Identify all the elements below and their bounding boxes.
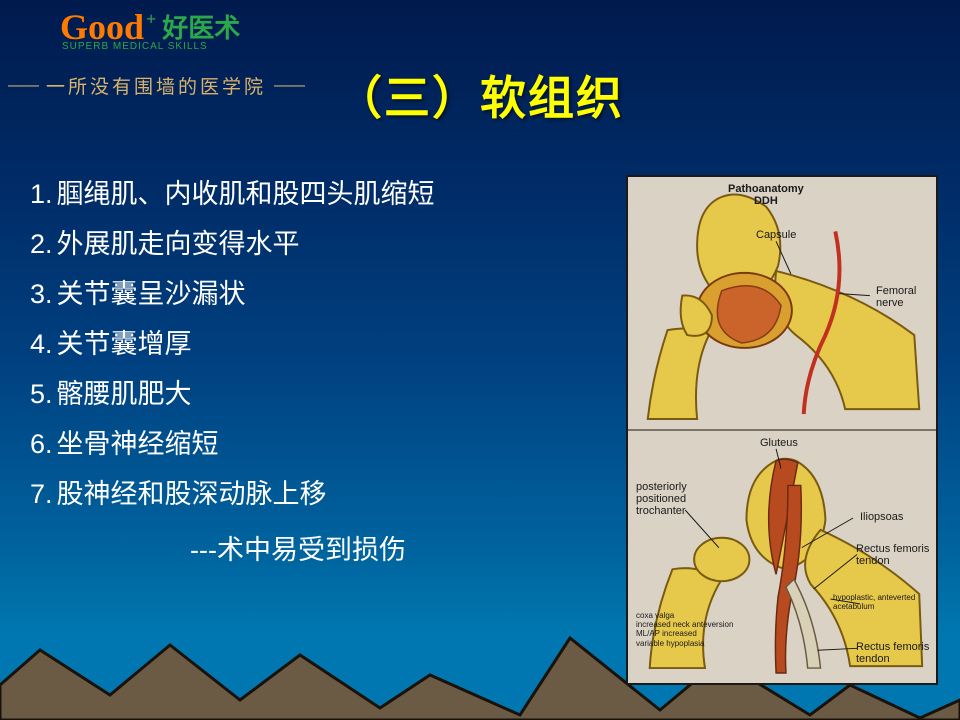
label-femoral-nerve: Femoral nerve bbox=[876, 285, 916, 309]
label-rectus-femoris-2: Rectus femoris tendon bbox=[856, 641, 929, 665]
list-item: 4.关节囊增厚 bbox=[30, 320, 435, 370]
figure-title: Pathoanatomy DDH bbox=[728, 183, 804, 207]
label-acetabulum: hypoplastic, anteverted acetabulum bbox=[833, 593, 915, 611]
label-notes: coxa valga increased neck anteversion ML… bbox=[636, 611, 733, 648]
label-capsule: Capsule bbox=[756, 229, 796, 241]
figure-panel-bottom: Gluteus posteriorly positioned trochante… bbox=[628, 431, 936, 683]
brand-logo: Good+ 好医术 SUPERB MEDICAL SKILLS bbox=[60, 8, 240, 52]
list-item: 1.腘绳肌、内收肌和股四头肌缩短 bbox=[30, 170, 435, 220]
list-item: 5.髂腰肌肥大 bbox=[30, 370, 435, 420]
content-list: 1.腘绳肌、内收肌和股四头肌缩短 2.外展肌走向变得水平 3.关节囊呈沙漏状 4… bbox=[30, 170, 435, 576]
label-trochanter: posteriorly positioned trochanter bbox=[636, 481, 687, 517]
logo-text-cn: 好医术 bbox=[162, 8, 240, 45]
figure-panel-top: Pathoanatomy DDH Capsule Femoral nerve bbox=[628, 177, 936, 431]
list-item: 6.坐骨神经缩短 bbox=[30, 420, 435, 470]
footnote: ---术中易受到损伤 bbox=[190, 526, 435, 576]
logo-text-en: Good+ bbox=[60, 9, 154, 45]
label-iliopsoas: Iliopsoas bbox=[860, 511, 903, 523]
label-rectus-femoris-1: Rectus femoris tendon bbox=[856, 543, 929, 567]
anatomy-figure: Pathoanatomy DDH Capsule Femoral nerve G… bbox=[626, 175, 938, 685]
slide-title: （三）软组织 bbox=[0, 62, 960, 128]
label-gluteus: Gluteus bbox=[760, 437, 798, 449]
list-item: 2.外展肌走向变得水平 bbox=[30, 220, 435, 270]
list-item: 7.股神经和股深动脉上移 bbox=[30, 470, 435, 520]
list-item: 3.关节囊呈沙漏状 bbox=[30, 270, 435, 320]
